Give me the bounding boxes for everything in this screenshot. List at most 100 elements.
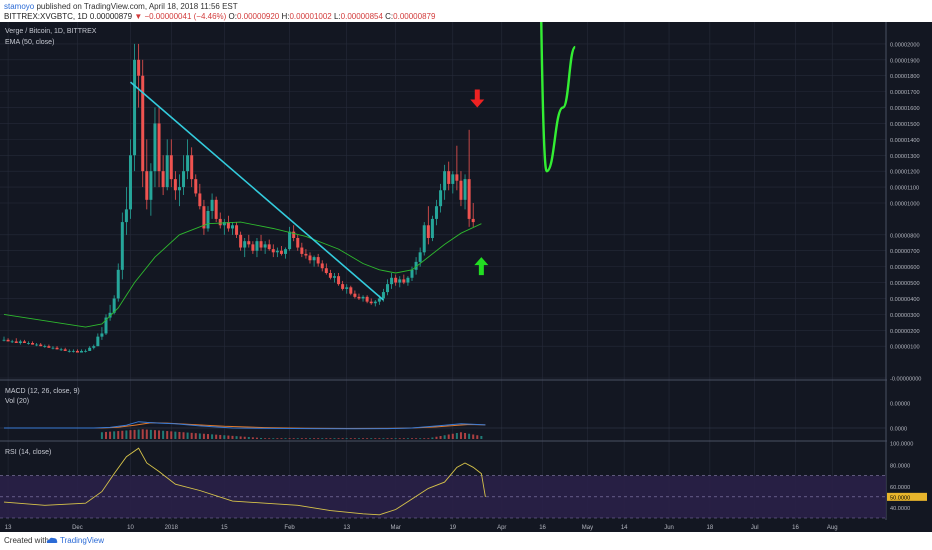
candle-body	[259, 241, 263, 248]
volume-bar	[194, 433, 197, 439]
volume-bar	[186, 432, 189, 439]
grid-lines	[0, 22, 932, 520]
volume-bar	[480, 436, 483, 439]
volume-bar	[219, 434, 222, 439]
candle-body	[218, 218, 222, 226]
candle-body	[67, 350, 71, 352]
time-tick-label: 13	[343, 525, 350, 531]
volume-bar	[133, 429, 136, 439]
candle-body	[328, 273, 332, 278]
time-tick-label: 19	[449, 525, 456, 531]
tradingview-brand[interactable]: TradingView	[60, 536, 105, 545]
candle-body	[31, 343, 35, 345]
candle-body	[357, 296, 361, 299]
price-tick-label: 0.00000100	[890, 345, 920, 351]
chart-background	[0, 22, 932, 532]
macd-tick-label: 0.00000	[890, 402, 910, 408]
volume-bar	[182, 432, 185, 439]
volume-bar	[333, 438, 336, 439]
candle-body	[214, 199, 218, 219]
trendline	[129, 81, 384, 301]
volume-bar	[288, 438, 291, 439]
time-axis[interactable]: 13 Dec 10 2018 15 Feb 13 Mar 19 Apr 16 May 14 Jun 18 Ju…	[0, 520, 932, 532]
candle-body	[149, 171, 153, 200]
time-tick-label: Jul	[751, 525, 759, 531]
volume-bar	[374, 438, 377, 439]
candle-body	[390, 277, 394, 285]
volume-bar	[464, 433, 467, 439]
chart-canvas[interactable]: -0.00000000 0.00000100 0.00000200 0.0000030…	[0, 22, 932, 532]
candle-body	[406, 277, 410, 283]
rsi-band	[0, 475, 886, 519]
chart-header: stamoyo published on TradingView.com, Ap…	[0, 0, 932, 22]
candle-body	[133, 59, 137, 156]
rsi-tick-label: 60.0000	[890, 485, 910, 491]
macd-label: MACD (12, 26, close, 9)	[5, 388, 80, 395]
volume-bar	[223, 435, 226, 439]
volume-bar	[239, 436, 242, 439]
candle-body	[165, 155, 169, 188]
volume-bar	[109, 431, 112, 439]
volume-bar	[268, 438, 271, 439]
candle-body	[198, 193, 202, 207]
low-key: L:	[333, 12, 341, 21]
volume-bar	[243, 436, 246, 439]
price-tick-label: 0.00000700	[890, 249, 920, 255]
indicator-series	[0, 421, 886, 516]
volume-bar	[353, 438, 356, 439]
candle-body	[55, 347, 59, 350]
volume-bar	[170, 431, 173, 439]
time-tick-label: 16	[792, 525, 799, 531]
open-value: 0.00000920	[236, 12, 280, 21]
volume-bar	[100, 432, 103, 439]
time-tick-label: 15	[221, 525, 228, 531]
candle-body	[63, 349, 67, 351]
pane-labels: Verge / Bitcoin, 1D, BITTREX EMA (50, cl…	[5, 28, 97, 456]
candle-body	[398, 279, 402, 283]
arrow-down-icon	[470, 89, 485, 108]
volume-bar	[366, 438, 369, 439]
author-link[interactable]: stamoyo	[4, 2, 35, 11]
candle-body	[190, 155, 194, 180]
volume-bar	[125, 430, 128, 439]
volume-bar	[386, 438, 389, 439]
candle-body	[353, 293, 357, 297]
price-tick-label: 0.00001700	[890, 90, 920, 96]
candle-body	[71, 350, 75, 352]
candle-body	[239, 234, 243, 248]
candle-body	[337, 276, 341, 285]
volume-bar	[317, 438, 320, 439]
time-tick-label: Apr	[497, 525, 506, 531]
volume-bar	[321, 438, 324, 439]
candle-body	[296, 238, 300, 248]
volume-bar	[113, 431, 116, 439]
candle-body	[284, 249, 288, 254]
volume-bar	[394, 438, 397, 439]
candle-body	[80, 350, 84, 353]
candle-body	[271, 249, 275, 253]
volume-bar	[284, 438, 287, 439]
candle-body	[304, 253, 308, 256]
volume-bar	[251, 437, 254, 439]
candle-body	[418, 252, 422, 262]
candle-body	[43, 346, 47, 347]
candle-body	[124, 209, 128, 223]
volume-bar	[190, 432, 193, 439]
arrow-up-icon	[474, 257, 489, 276]
price-axis[interactable]: -0.00000000 0.00000100 0.00000200 0.0000030…	[887, 22, 932, 532]
high-key: H:	[281, 12, 290, 21]
volume-bar	[198, 433, 201, 439]
rsi-badge	[887, 492, 927, 501]
volume-bar	[292, 438, 295, 439]
volume-bar	[247, 437, 250, 439]
price-tick-label: 0.00001200	[890, 170, 920, 176]
candle-body	[341, 284, 345, 289]
candle-body	[316, 257, 320, 264]
price-tick-label: 0.00001400	[890, 138, 920, 144]
footer: Created with TradingView	[0, 532, 932, 550]
volume-bar	[390, 438, 393, 439]
candle-body	[369, 301, 373, 304]
candle-body	[92, 346, 96, 348]
candle-body	[39, 344, 43, 347]
volume-bar	[153, 430, 156, 439]
